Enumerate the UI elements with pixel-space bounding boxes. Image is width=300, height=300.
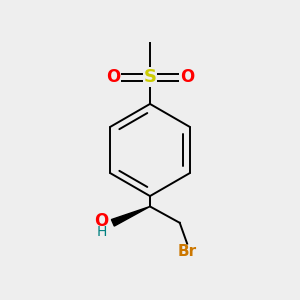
Text: O: O [106, 68, 120, 86]
Text: O: O [180, 68, 194, 86]
Text: H: H [96, 225, 107, 239]
Text: S: S [143, 68, 157, 86]
Polygon shape [111, 206, 150, 226]
Text: Br: Br [178, 244, 197, 259]
Text: O: O [94, 212, 109, 230]
